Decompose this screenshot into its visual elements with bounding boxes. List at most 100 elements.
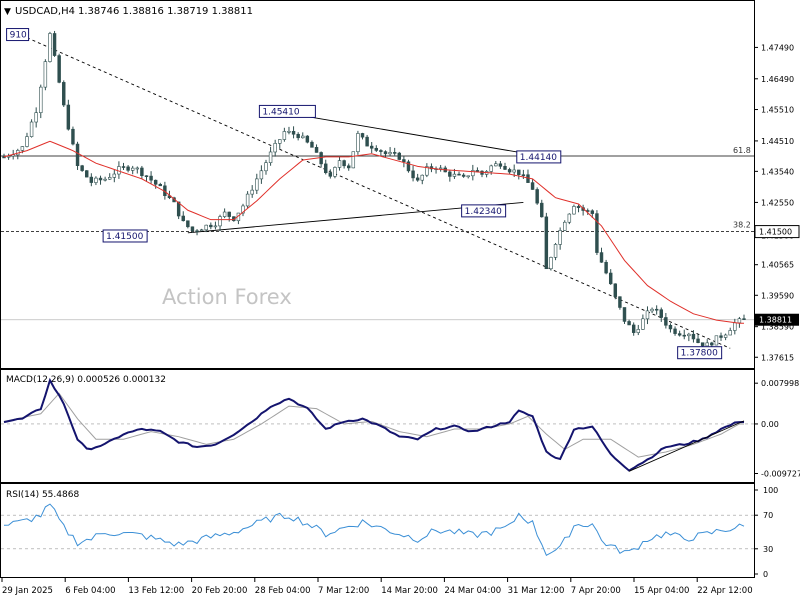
candle-body — [710, 342, 714, 346]
candle-body — [369, 145, 374, 149]
candle-body — [310, 141, 314, 148]
candle-body — [324, 163, 328, 174]
candle-body — [75, 143, 80, 166]
candle-body — [411, 170, 415, 179]
x-axis-label: 13 Feb 12:00 — [128, 586, 184, 596]
candle-body — [645, 310, 650, 320]
candle-body — [627, 321, 631, 326]
candle-body — [94, 177, 98, 183]
price-annotation-box — [677, 346, 723, 360]
x-axis-label: 31 Mar 12:00 — [508, 586, 565, 596]
candle-body — [379, 150, 383, 152]
candle-body — [618, 296, 622, 308]
candle-body — [668, 324, 673, 330]
candle-body — [402, 159, 406, 163]
price-y-tick-label: 1.42550 — [761, 198, 794, 207]
price-annotation-box — [516, 150, 562, 164]
candle-body — [622, 307, 627, 322]
candle-body — [705, 342, 709, 347]
price-y-tick-label: 1.43540 — [761, 167, 794, 176]
candle-body — [255, 178, 259, 191]
rsi-layer — [1, 503, 754, 556]
candle-body — [494, 163, 498, 167]
candle-body — [406, 161, 411, 172]
candle-body — [392, 152, 397, 154]
candle-body — [43, 61, 48, 88]
x-axis-label: 22 Apr 12:00 — [697, 586, 752, 596]
x-axis-label: 15 Apr 04:00 — [634, 586, 689, 596]
x-axis-label: 6 Feb 04:00 — [65, 586, 115, 596]
rsi-y-tick-label: 0 — [763, 570, 768, 579]
candle-body — [733, 322, 737, 331]
candle-body — [71, 128, 75, 145]
price-annotation-box — [6, 28, 30, 42]
candle-body — [383, 151, 388, 155]
current-price-box — [755, 313, 799, 326]
fib-price-box-label: 1.41500 — [759, 228, 792, 237]
candle-body — [631, 324, 636, 333]
candle-body — [291, 130, 296, 135]
candle-body — [517, 169, 521, 175]
candle-body — [273, 143, 277, 153]
price-annotation-label: 1.37800 — [681, 349, 718, 359]
candle-body — [563, 221, 567, 231]
axis-layer: 1.47490 1.46490 1.45510 1.44510 1.43540 1.425… — [1, 43, 800, 596]
candle-body — [20, 146, 25, 151]
candle-body — [213, 225, 218, 228]
candle-body — [438, 167, 443, 170]
candle-body — [360, 133, 365, 138]
candle-body — [521, 174, 526, 176]
candle-body — [544, 216, 549, 270]
candle-body — [144, 175, 149, 177]
candle-body — [282, 131, 287, 140]
candle-body — [25, 136, 29, 147]
candle-body — [728, 330, 732, 336]
candle-body — [264, 162, 268, 172]
candle-body — [250, 189, 254, 195]
candle-body — [80, 165, 84, 171]
candle-body — [397, 152, 401, 160]
candle-body — [737, 318, 742, 324]
price-annotation-label: 910 — [10, 31, 27, 41]
fib-618-label: 61.8 — [733, 146, 751, 155]
candle-body — [420, 174, 424, 181]
candle-body — [507, 169, 512, 173]
header-arrow-icon[interactable]: ▼ — [4, 7, 11, 17]
macd-layer — [1, 377, 754, 472]
candle-body — [39, 86, 43, 113]
rsi-title: RSI(14) 55.4868 — [6, 490, 79, 500]
upper-triangle-line — [284, 112, 556, 159]
candle-body — [186, 220, 190, 228]
candle-body — [57, 55, 61, 83]
macd-main-line — [3, 377, 745, 472]
x-axis-label: 20 Feb 20:00 — [192, 586, 248, 596]
candle-body — [227, 211, 231, 217]
candle-body — [356, 133, 360, 153]
candle-body — [287, 130, 291, 133]
macd-trendline — [628, 420, 745, 472]
candle-body — [700, 342, 705, 347]
moving-average-line — [3, 140, 744, 324]
x-axis-label: 28 Feb 04:00 — [255, 586, 311, 596]
rsi-y-tick-label: 70 — [763, 511, 773, 520]
candle-body — [535, 189, 539, 204]
candle-body — [540, 202, 544, 218]
candle-body — [723, 334, 728, 338]
candle-body — [553, 244, 558, 258]
candle-body — [590, 210, 595, 214]
candle-body — [89, 176, 94, 183]
candle-body — [333, 167, 337, 177]
watermark: Action Forex — [162, 285, 292, 309]
x-axis-label: 14 Mar 20:00 — [381, 586, 438, 596]
candle-body — [599, 252, 604, 263]
candle-body — [296, 133, 300, 139]
candle-body — [107, 177, 112, 180]
candle-body — [62, 82, 66, 106]
candle-body — [222, 211, 227, 217]
header-ohlc: 1.38746 1.38816 1.38719 1.38811 — [78, 6, 253, 17]
candle-body — [149, 175, 153, 181]
candle-body — [498, 163, 503, 167]
candle-body — [613, 283, 618, 297]
candle-body — [636, 329, 641, 333]
